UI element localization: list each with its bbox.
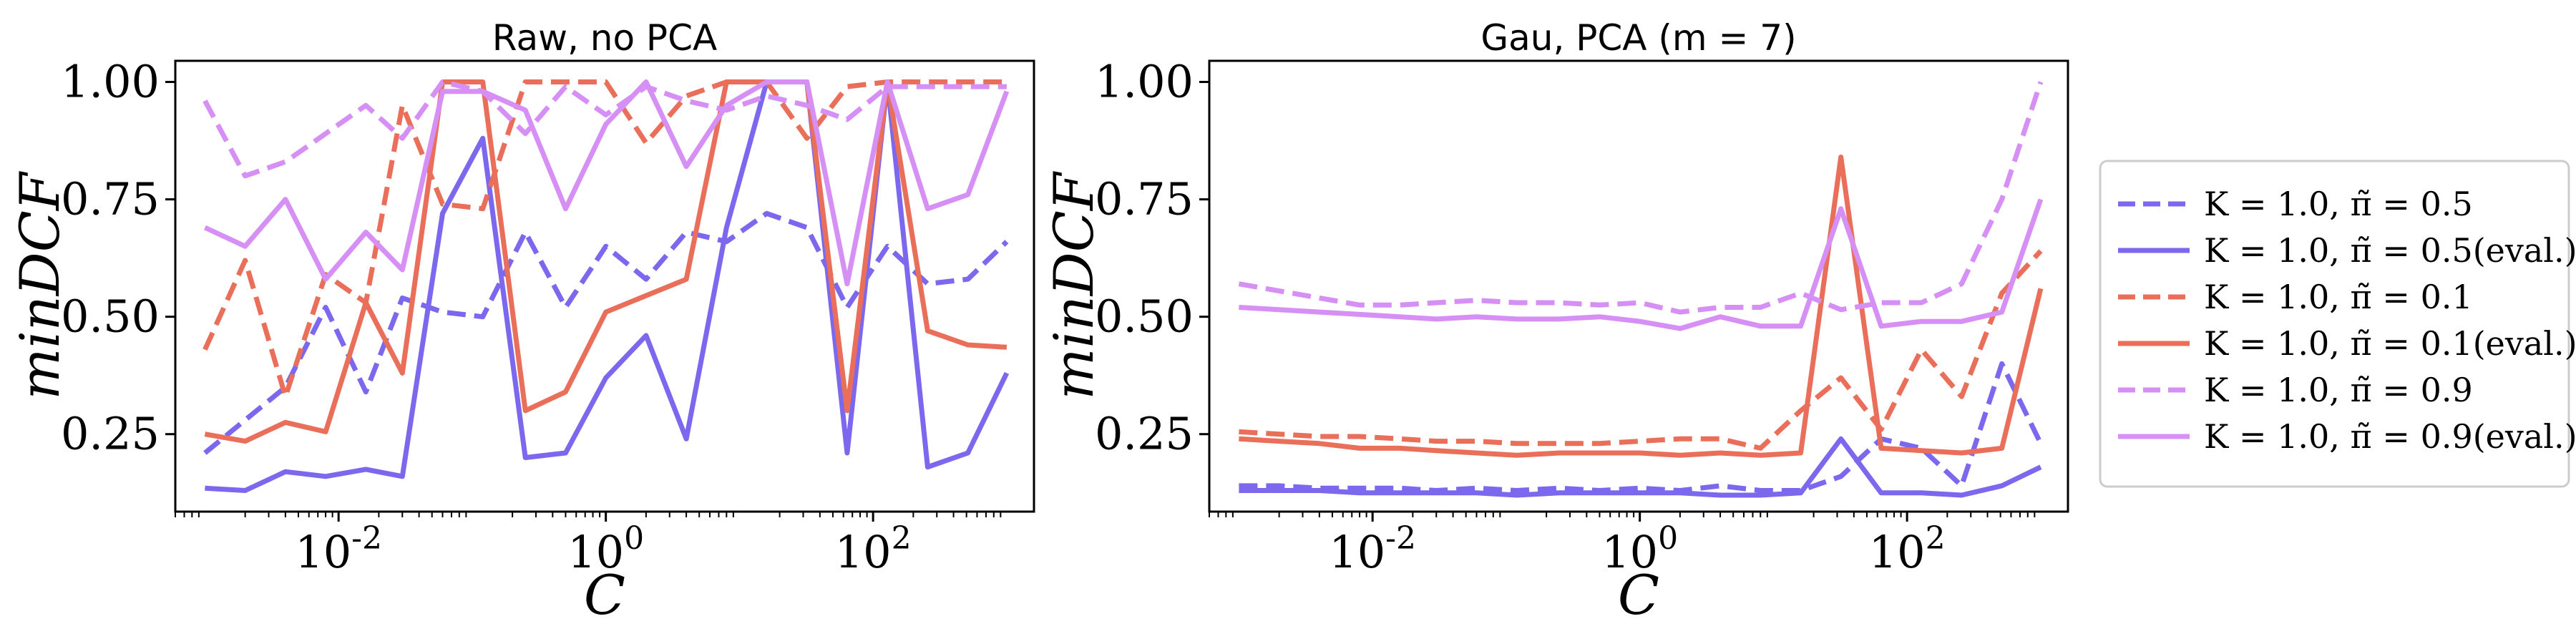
legend-label: K = 1.0, π̃ = 0.1(eval.)	[2204, 324, 2576, 363]
x-axis-label: C	[1618, 563, 1659, 627]
plot-area	[174, 59, 1035, 513]
series-line-1	[1239, 436, 2042, 498]
axis-ticks: 10-2 100 102 0.25 0.50 0.75 1.00	[1095, 56, 2036, 578]
plot-area	[1208, 59, 2069, 513]
series-line-3	[1239, 155, 2044, 458]
x-tick-label: 100	[567, 520, 644, 578]
series-line-4	[1238, 81, 2044, 315]
legend-label: K = 1.0, π̃ = 0.5	[2204, 185, 2473, 223]
y-tick-label: 1.00	[1095, 56, 1194, 108]
series-line-3	[204, 79, 1008, 444]
legend: K = 1.0, π̃ = 0.5 K = 1.0, π̃ = 0.5(eval.…	[2099, 160, 2576, 488]
x-tick-label: 10-2	[295, 520, 382, 578]
y-tick-label: 0.25	[61, 408, 160, 460]
chart-panel-gau-pca: Gau, PCA (m = 7) 10-2 100 1020.250.500.751…	[1042, 17, 2069, 627]
x-tick-label: 10-2	[1329, 520, 1416, 578]
series-line-4	[203, 79, 1007, 179]
y-tick-label: 0.25	[1095, 408, 1194, 460]
series-line-0	[203, 210, 1009, 455]
plot-lines	[1238, 81, 2044, 498]
chart-title: Raw, no PCA	[492, 17, 717, 59]
y-tick-label: 0.50	[1095, 291, 1194, 343]
x-tick-label: 102	[835, 520, 912, 578]
y-axis-label: minDCF	[1042, 171, 1106, 399]
series-line-2	[203, 79, 1007, 399]
legend-box	[2099, 160, 2570, 488]
y-tick-label: 0.75	[1095, 173, 1194, 225]
legend-label: K = 1.0, π̃ = 0.9	[2204, 371, 2473, 409]
x-axis-label: C	[584, 563, 625, 627]
y-tick-label: 0.75	[61, 173, 160, 225]
y-tick-label: 0.50	[61, 291, 160, 343]
legend-label: K = 1.0, π̃ = 0.5(eval.)	[2204, 231, 2576, 270]
x-tick-label: 100	[1601, 520, 1678, 578]
series-line-5	[203, 79, 1010, 287]
plot-lines	[203, 79, 1010, 493]
series-line-0	[1239, 361, 2044, 493]
chart-title: Gau, PCA (m = 7)	[1480, 17, 1796, 59]
y-tick-label: 1.00	[61, 56, 160, 108]
x-tick-label: 102	[1869, 520, 1946, 578]
chart-panel-raw: Raw, no PCA 10-2 100 102 0.25 0.50 0.75 1.00 C…	[8, 17, 1035, 627]
legend-label: K = 1.0, π̃ = 0.1	[2204, 278, 2473, 316]
y-axis-label: minDCF	[8, 171, 72, 399]
legend-label: K = 1.0, π̃ = 0.9(eval.)	[2204, 417, 2576, 456]
series-line-2	[1239, 249, 2043, 451]
series-line-5	[1239, 198, 2044, 331]
axis-ticks: 10-2 100 102 0.25 0.50 0.75 1.00	[61, 56, 1002, 578]
